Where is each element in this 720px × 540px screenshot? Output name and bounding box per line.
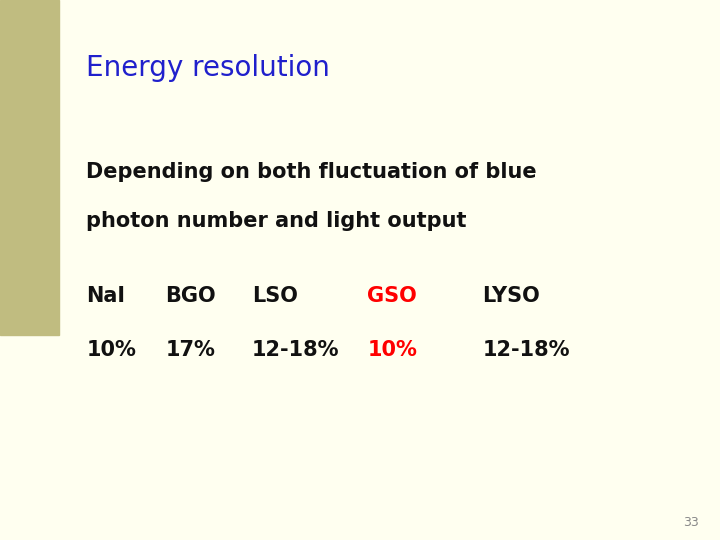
Text: NaI: NaI (86, 286, 125, 306)
Text: photon number and light output: photon number and light output (86, 211, 467, 231)
Text: 12-18%: 12-18% (482, 340, 570, 360)
Text: LYSO: LYSO (482, 286, 540, 306)
Text: BGO: BGO (166, 286, 216, 306)
Text: 10%: 10% (86, 340, 136, 360)
Text: Energy resolution: Energy resolution (86, 54, 330, 82)
Text: Depending on both fluctuation of blue: Depending on both fluctuation of blue (86, 162, 537, 182)
Text: 33: 33 (683, 516, 698, 529)
Bar (0, 0, 59, 335)
Text: 12-18%: 12-18% (252, 340, 340, 360)
Text: GSO: GSO (367, 286, 417, 306)
Text: LSO: LSO (252, 286, 298, 306)
Text: 10%: 10% (367, 340, 417, 360)
Text: 17%: 17% (166, 340, 215, 360)
